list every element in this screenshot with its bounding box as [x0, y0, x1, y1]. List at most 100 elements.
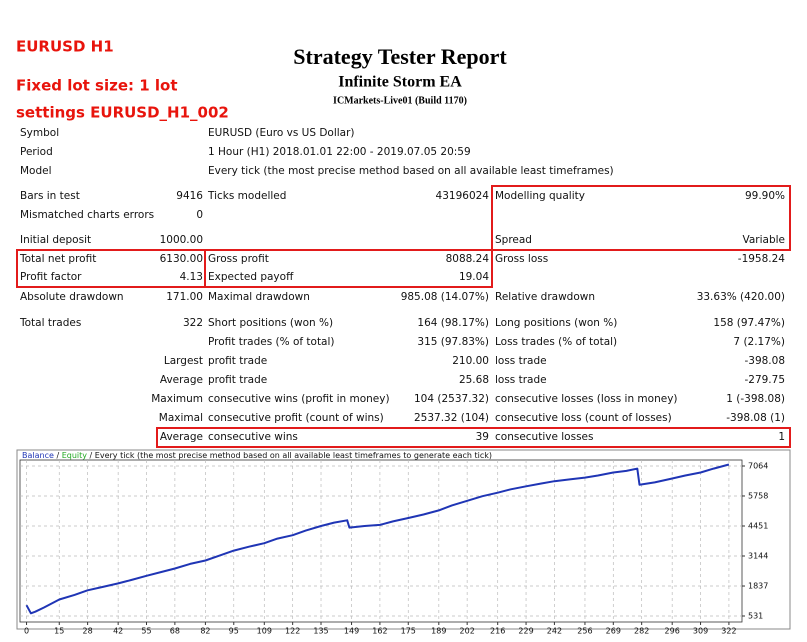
report-value: -279.75 — [744, 374, 785, 386]
x-tick-label: 216 — [490, 627, 505, 636]
report-value: 1000.00 — [160, 234, 203, 246]
report-label: Gross loss — [495, 253, 548, 265]
report-value: -398.08 — [744, 355, 785, 367]
report-label: Mismatched charts errors — [20, 209, 154, 221]
report-value: 39 — [476, 431, 489, 443]
report-value: 6130.00 — [160, 253, 203, 265]
report-label: Expected payoff — [208, 271, 294, 283]
report-title: Strategy Tester Report — [293, 44, 507, 69]
x-tick-label: 55 — [141, 627, 151, 636]
report-value: 104 (2537.32) — [414, 393, 489, 405]
y-tick-label: 531 — [748, 612, 763, 621]
report-value: 19.04 — [459, 271, 489, 283]
report-label: Symbol — [20, 127, 59, 139]
report-label: Model — [20, 165, 52, 177]
report-label: Gross profit — [208, 253, 269, 265]
report-value: 9416 — [176, 190, 203, 202]
highlight-box — [491, 185, 791, 251]
report-value: 8088.24 — [446, 253, 490, 265]
report-label: Profit factor — [20, 271, 82, 283]
y-tick-label: 1837 — [748, 582, 768, 591]
report-value: 33.63% (420.00) — [697, 291, 785, 303]
report-label: Ticks modelled — [207, 190, 286, 202]
highlight-box — [156, 427, 791, 448]
report-label: consecutive profit (count of wins) — [208, 412, 384, 424]
report-value: Maximum — [151, 393, 203, 405]
x-tick-label: 322 — [721, 627, 736, 636]
report-value: Average — [160, 374, 203, 386]
report-subtitle: Infinite Storm EA — [338, 74, 462, 91]
y-tick-label: 7064 — [748, 461, 768, 470]
x-tick-label: 109 — [257, 627, 272, 636]
report-label: Long positions (won %) — [495, 317, 617, 329]
legend-item: Equity — [62, 451, 88, 460]
report-label: Period — [20, 146, 53, 158]
x-tick-label: 95 — [229, 627, 239, 636]
report-label: loss trade — [495, 355, 547, 367]
x-tick-label: 15 — [54, 627, 64, 636]
x-tick-label: 82 — [200, 627, 210, 636]
chart-legend: Balance / Equity / Every tick (the most … — [22, 451, 492, 460]
report-value: Maximal — [159, 412, 203, 424]
report-label: 1 Hour (H1) 2018.01.01 22:00 - 2019.07.0… — [208, 146, 471, 158]
highlight-box — [204, 249, 493, 288]
report-label: Profit trades (% of total) — [208, 336, 335, 348]
report-label: consecutive losses — [495, 431, 593, 443]
report-value: 0 — [196, 209, 203, 221]
y-tick-label: 5758 — [748, 491, 768, 500]
x-tick-label: 162 — [372, 627, 387, 636]
report-label: Maximal drawdown — [208, 291, 310, 303]
x-tick-label: 269 — [606, 627, 621, 636]
report-value: 1 (-398.08) — [726, 393, 785, 405]
x-tick-label: 242 — [547, 627, 562, 636]
report-label: Bars in test — [20, 190, 80, 202]
x-tick-label: 0 — [24, 627, 29, 636]
report-label: loss trade — [495, 374, 547, 386]
legend-separator: / — [90, 451, 93, 460]
report-value: 210.00 — [452, 355, 489, 367]
note: EURUSD H1 — [16, 38, 114, 56]
report-label: Short positions (won %) — [208, 317, 333, 329]
x-tick-label: 135 — [313, 627, 328, 636]
x-tick-label: 256 — [577, 627, 592, 636]
report-value: 4.13 — [180, 271, 203, 283]
y-tick-label: 4451 — [748, 521, 768, 530]
report-value: 171.00 — [166, 291, 203, 303]
report-label: Every tick (the most precise method base… — [208, 165, 614, 177]
chart: 0 15 28 42 55 68 82 95 109 122 135 149 162 175 189 202 2… — [20, 460, 768, 636]
x-tick-label: 296 — [665, 627, 680, 636]
report-value: 164 (98.17%) — [417, 317, 489, 329]
x-tick-label: 309 — [693, 627, 708, 636]
report-label: Modelling quality — [495, 190, 585, 202]
report-value: 985.08 (14.07%) — [401, 291, 489, 303]
y-tick-label: 3144 — [748, 552, 768, 561]
report-value: 1 — [778, 431, 785, 443]
plot-area — [19, 459, 743, 623]
x-tick-label: 28 — [83, 627, 93, 636]
report-label: consecutive wins — [208, 431, 298, 443]
x-tick-label: 68 — [170, 627, 180, 636]
report-value: 158 (97.47%) — [713, 317, 785, 329]
report-label: Loss trades (% of total) — [495, 336, 617, 348]
x-tick-label: 229 — [518, 627, 533, 636]
report-value: -398.08 (1) — [726, 412, 785, 424]
report-label: Initial deposit — [20, 234, 91, 246]
legend-separator: / — [56, 451, 59, 460]
report-label: consecutive losses (loss in money) — [495, 393, 678, 405]
report-value: -1958.24 — [738, 253, 786, 265]
report-label: consecutive loss (count of losses) — [495, 412, 672, 424]
report-label: Spread — [495, 234, 532, 246]
x-tick-label: 42 — [113, 627, 123, 636]
report-value: Variable — [742, 234, 785, 246]
x-tick-label: 122 — [285, 627, 300, 636]
report-label: consecutive wins (profit in money) — [208, 393, 390, 405]
legend-item: Balance — [22, 451, 54, 460]
report-label: Total trades — [19, 317, 81, 329]
report-value: 2537.32 (104) — [414, 412, 489, 424]
report-label: profit trade — [208, 374, 267, 386]
report-label: EURUSD (Euro vs US Dollar) — [208, 127, 355, 139]
server: ICMarkets-Live01 (Build 1170) — [333, 95, 467, 106]
report-value: Average — [160, 431, 203, 443]
